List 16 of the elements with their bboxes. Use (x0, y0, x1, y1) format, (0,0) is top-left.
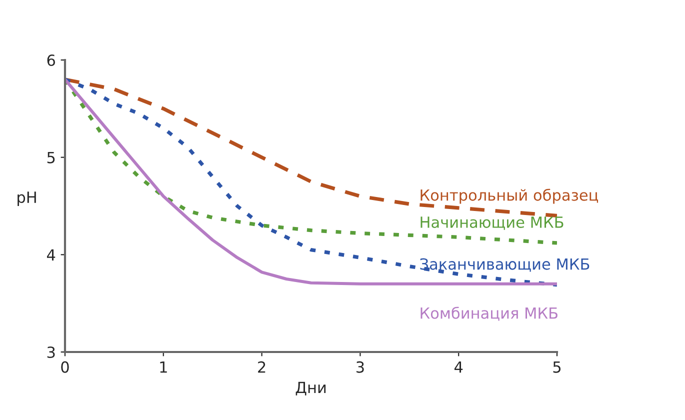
series-label: Контрольный образец (420, 188, 598, 204)
x-tick-label: 2 (258, 361, 266, 373)
x-tick-label: 4 (454, 362, 463, 373)
x-tick-label: 1 (160, 362, 167, 373)
x-axis-title: Дни (296, 382, 326, 396)
y-tick-label: 3 (47, 346, 55, 358)
y-tick-label: 4 (47, 249, 56, 260)
x-tick-label: 5 (553, 362, 561, 373)
x-tick-label: 3 (356, 361, 364, 373)
x-tick-label: 0 (61, 361, 69, 373)
series-label: Комбинация МКБ (420, 306, 558, 321)
series-label: Заканчивающие МКБ (420, 258, 590, 272)
y-tick-label: 5 (47, 152, 55, 164)
y-axis-title: pH (18, 192, 36, 206)
series-label: Начинающие МКБ (420, 216, 564, 230)
y-tick-label: 6 (47, 54, 56, 66)
